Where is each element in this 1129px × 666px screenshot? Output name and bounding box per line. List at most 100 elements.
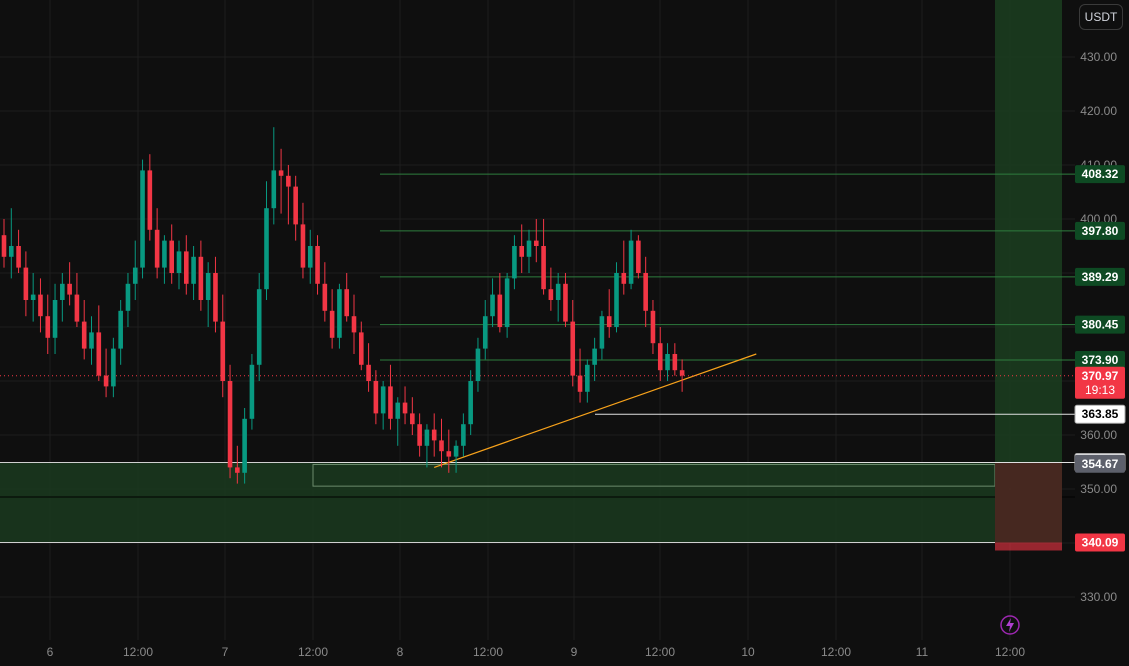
- candle-body: [628, 240, 634, 284]
- candle-body: [650, 310, 656, 344]
- price-label-bg: [1074, 404, 1126, 424]
- candle-body: [198, 256, 204, 300]
- trendline: [434, 353, 757, 468]
- price-label: 389.29: [1082, 270, 1119, 284]
- candle-body: [329, 310, 335, 338]
- support-zone: [0, 462, 995, 543]
- candle-body: [439, 440, 444, 452]
- candle-body: [140, 170, 145, 268]
- candle-body: [461, 424, 466, 446]
- x-tick-label: 7: [222, 645, 229, 659]
- candle-body: [315, 246, 320, 284]
- candle-body: [249, 364, 255, 419]
- price-label-bg: [1075, 221, 1125, 240]
- candle-body: [526, 240, 532, 257]
- candle-body: [256, 289, 262, 365]
- price-label-bg: [1075, 533, 1125, 552]
- candle-body: [271, 170, 277, 209]
- candle-body: [89, 332, 94, 349]
- y-tick-label: 360.00: [1080, 428, 1117, 442]
- candle-body: [293, 186, 298, 225]
- candle-body: [402, 402, 408, 414]
- x-tick-label: 12:00: [473, 645, 503, 659]
- y-tick-label: 330.00: [1080, 590, 1117, 604]
- candle-body: [45, 316, 51, 338]
- candle-body: [373, 381, 379, 414]
- candle-body: [424, 429, 430, 446]
- lightning-icon-circle: [1000, 615, 1020, 635]
- candle-body: [555, 283, 561, 300]
- x-tick-label: 12:00: [298, 645, 328, 659]
- candle-body: [8, 246, 14, 257]
- currency-button[interactable]: USDT: [1079, 4, 1123, 30]
- candle-body: [67, 283, 72, 295]
- y-tick-label: 420.00: [1080, 104, 1117, 118]
- price-label: 363.85: [1082, 407, 1119, 421]
- candle-body: [74, 294, 80, 322]
- candle-body: [322, 283, 328, 311]
- candle-body: [16, 246, 21, 268]
- candle-body: [577, 375, 583, 392]
- price-label: 380.45: [1082, 318, 1119, 332]
- y-tick-label: 430.00: [1080, 50, 1117, 64]
- candle-body: [548, 289, 554, 300]
- current-price-label: 370.97: [1082, 369, 1119, 383]
- candle-body: [162, 240, 167, 268]
- candle-body: [643, 273, 648, 311]
- x-tick-label: 8: [397, 645, 404, 659]
- candle-body: [118, 310, 123, 349]
- candle-body: [38, 294, 43, 317]
- candle-body: [621, 273, 627, 284]
- candle-body: [227, 381, 233, 468]
- lightning-icon-bolt: [1006, 618, 1014, 632]
- candle-body: [344, 289, 350, 317]
- candle-body: [351, 316, 357, 333]
- candle-body: [235, 467, 240, 473]
- candle-body: [504, 278, 510, 327]
- candle-body: [410, 413, 415, 425]
- candle-body: [490, 294, 495, 317]
- candle-body: [205, 273, 211, 300]
- candle-body: [395, 402, 401, 419]
- x-tick-label: 12:00: [995, 645, 1025, 659]
- candle-body: [482, 316, 488, 349]
- candle-body: [657, 343, 663, 371]
- candle-body: [169, 240, 175, 273]
- candle-body: [337, 289, 342, 338]
- candle-body: [307, 246, 313, 268]
- x-tick-label: 10: [741, 645, 755, 659]
- candle-body: [592, 348, 597, 365]
- position-stop-zone: [995, 462, 1062, 543]
- current-price-label-bg: [1075, 366, 1125, 399]
- candle-body: [81, 321, 87, 349]
- x-tick-label: 9: [571, 645, 578, 659]
- candle-body: [300, 224, 306, 268]
- candle-body: [147, 170, 153, 230]
- candle-body: [475, 348, 481, 381]
- price-label-bg: [1075, 267, 1125, 286]
- candle-body: [599, 316, 605, 349]
- candle-body: [60, 283, 65, 300]
- candle-body: [103, 375, 109, 387]
- candle-body: [23, 267, 29, 300]
- candle-body: [380, 386, 386, 414]
- current-price-label-countdown: 19:13: [1085, 383, 1115, 397]
- candle-body: [366, 364, 371, 381]
- candle-body: [672, 354, 678, 371]
- lightning-icon: [1000, 615, 1020, 635]
- candle-body: [242, 418, 247, 473]
- price-label: 340.09: [1082, 536, 1119, 550]
- price-label: 408.32: [1082, 167, 1119, 181]
- candle-body: [636, 240, 641, 273]
- candle-body: [30, 294, 36, 300]
- price-label: 354.67: [1082, 457, 1119, 471]
- candle-body: [665, 354, 670, 371]
- candle-body: [541, 246, 546, 290]
- candle-body: [533, 240, 539, 246]
- candle-body: [446, 451, 452, 457]
- candle-body: [453, 445, 459, 457]
- x-tick-label: 12:00: [645, 645, 675, 659]
- candle-body: [431, 429, 437, 441]
- candle-body: [497, 294, 503, 327]
